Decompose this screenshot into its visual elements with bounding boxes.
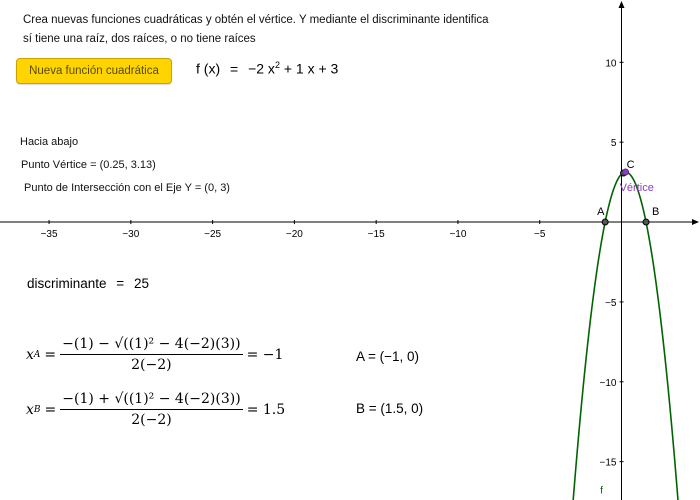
xa-fraction: −(1) − √((1)² − 4(−2)(3)) 2(−2) (60, 336, 243, 373)
xa-sub: A (33, 349, 41, 360)
function-lhs: f (x) (196, 60, 221, 77)
x-tick-label: −25 (204, 229, 221, 240)
discriminant-label: discriminante (27, 276, 107, 291)
xa-numerator: −(1) − √((1)² − 4(−2)(3)) (60, 336, 243, 355)
function-rest: + 1 x + 3 (279, 60, 339, 77)
y-axis-arrow-icon (618, 1, 625, 8)
y-tick-label: −15 (600, 458, 617, 469)
new-function-button[interactable]: Nueva función cuadrática (16, 58, 172, 84)
x-axis-arrow-icon (692, 219, 699, 226)
xb-sub: B (33, 404, 41, 415)
function-equals: = (230, 60, 239, 77)
function-expression: f (x) = −2 x2 + 1 x + 3 (196, 60, 338, 77)
xb-result: = 1.5 (246, 401, 286, 418)
xb-var: x (26, 401, 34, 418)
xa-var: x (26, 346, 34, 363)
xb-fraction: −(1) + √((1)² − 4(−2)(3)) 2(−2) (60, 391, 243, 428)
y-tick-label: 10 (605, 58, 617, 69)
points: A B C Vértice (597, 159, 659, 226)
y-tick-label: −10 (600, 378, 617, 389)
instructions-line-1: Crea nuevas funciones cuadráticas y obté… (23, 14, 489, 26)
y-tick-label: 5 (611, 138, 617, 149)
vertex-text: Punto Vértice = (0.25, 3.13) (21, 159, 156, 171)
discriminant-text: discriminante = 25 (27, 276, 149, 291)
curve-label-f: f (600, 486, 603, 497)
x-tick-label: −35 (41, 229, 58, 240)
xb-numerator: −(1) + √((1)² − 4(−2)(3)) (60, 391, 243, 410)
x-tick-label: −10 (449, 229, 466, 240)
y-intercept-text: Punto de Intersección con el Eje Y = (0,… (24, 182, 230, 194)
x-tick-label: −20 (286, 229, 303, 240)
xa-eq: = (44, 346, 57, 363)
xa-result: = −1 (246, 346, 284, 363)
xb-denominator: 2(−2) (131, 412, 172, 428)
x-tick-label: −15 (368, 229, 385, 240)
direction-text: Hacia abajo (20, 136, 79, 148)
xa-denominator: 2(−2) (131, 357, 172, 373)
xb-eq: = (44, 401, 57, 418)
point-b-text: B = (1.5, 0) (356, 401, 424, 416)
discriminant-value: 25 (133, 276, 149, 291)
function-quadratic-term: −2 x (248, 60, 275, 77)
x-tick-label: −30 (122, 229, 139, 240)
function-exponent: 2 (274, 60, 280, 70)
point-a-text: A = (−1, 0) (356, 349, 420, 364)
instructions-line-2: sí tiene una raíz, dos raíces, o no tien… (23, 33, 256, 45)
vertex-point[interactable] (622, 168, 630, 176)
vertex-label: Vértice (620, 182, 654, 194)
y-tick-label: −5 (605, 298, 617, 309)
discriminant-equals: = (116, 276, 125, 291)
point-b[interactable] (642, 218, 650, 226)
x-tick-label: −5 (534, 229, 546, 240)
point-b-label: B (652, 206, 659, 218)
point-a-label: A (597, 206, 605, 218)
point-a[interactable] (601, 218, 609, 226)
point-c-label: C (627, 159, 635, 171)
parabola-curve-f[interactable] (572, 171, 679, 500)
new-function-button-label: Nueva función cuadrática (29, 65, 159, 77)
